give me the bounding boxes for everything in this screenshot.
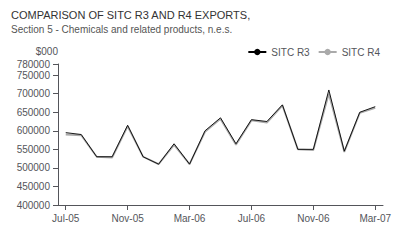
svg-text:Nov-05: Nov-05 — [112, 213, 145, 224]
svg-text:500000: 500000 — [17, 162, 51, 173]
svg-text:Section 5 - Chemicals and rela: Section 5 - Chemicals and related produc… — [11, 24, 232, 35]
svg-text:750000: 750000 — [17, 70, 51, 81]
svg-text:SITC R3: SITC R3 — [271, 47, 310, 58]
svg-text:Mar-07: Mar-07 — [359, 213, 391, 224]
svg-text:COMPARISON OF SITC R3 AND R4 E: COMPARISON OF SITC R3 AND R4 EXPORTS, — [11, 9, 250, 21]
svg-text:600000: 600000 — [17, 125, 51, 136]
svg-text:Mar-06: Mar-06 — [174, 213, 206, 224]
svg-text:650000: 650000 — [17, 107, 51, 118]
svg-text:Jul-05: Jul-05 — [52, 213, 80, 224]
svg-text:550000: 550000 — [17, 144, 51, 155]
svg-text:Nov-06: Nov-06 — [297, 213, 330, 224]
svg-text:780000: 780000 — [17, 59, 51, 70]
svg-text:700000: 700000 — [17, 88, 51, 99]
svg-text:Jul-06: Jul-06 — [238, 213, 266, 224]
svg-text:SITC R4: SITC R4 — [342, 47, 381, 58]
svg-text:$000: $000 — [36, 46, 59, 57]
svg-text:450000: 450000 — [17, 181, 51, 192]
svg-text:400000: 400000 — [17, 200, 51, 211]
